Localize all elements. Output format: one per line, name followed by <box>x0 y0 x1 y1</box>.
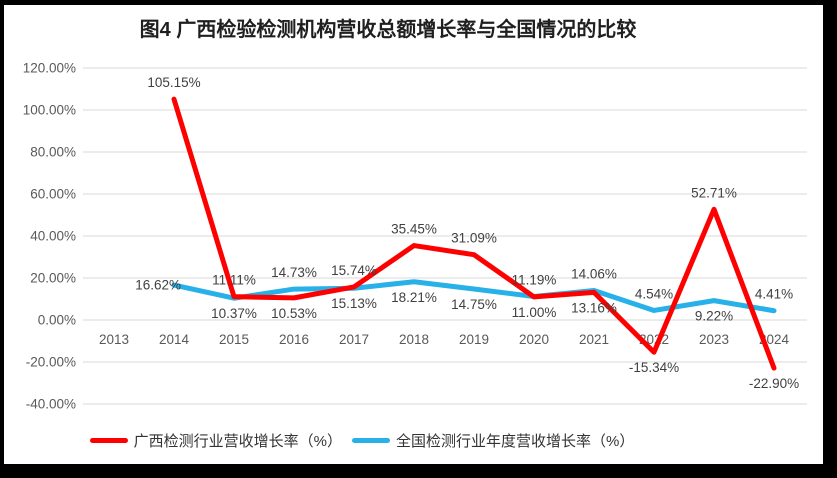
x-axis-tick-label: 2015 <box>219 332 249 347</box>
data-label-national: 4.41% <box>755 287 793 302</box>
data-label-guangxi: 11.11% <box>212 273 256 288</box>
x-axis-tick-label: 2019 <box>459 332 489 347</box>
data-label-national: 11.19% <box>512 273 557 288</box>
legend-item-guangxi: 广西检测行业营收增长率（%） <box>89 430 342 451</box>
chart-title: 图4 广西检验检测机构营收总额增长率与全国情况的比较 <box>139 19 637 41</box>
y-axis-tick-label: -20.00% <box>26 355 76 370</box>
y-axis-tick-label: 40.00% <box>30 229 76 244</box>
y-axis-tick-label: 20.00% <box>30 271 76 286</box>
data-label-guangxi: -15.34% <box>629 360 679 375</box>
chart-legend: 广西检测行业营收增长率（%） 全国检测行业年度营收增长率（%） <box>0 429 724 451</box>
data-label-national: 4.54% <box>635 286 673 301</box>
data-label-guangxi: 15.74% <box>331 263 377 278</box>
legend-swatch-guangxi <box>89 437 128 443</box>
data-label-guangxi: 13.16% <box>571 300 617 315</box>
series-line-guangxi <box>171 96 777 371</box>
x-axis-tick-label: 2017 <box>339 332 369 347</box>
data-label-national: 16.62% <box>135 278 181 293</box>
x-axis-tick-label: 2014 <box>159 332 190 347</box>
data-label-national: 18.21% <box>391 290 437 305</box>
data-label-guangxi: 105.15% <box>147 75 200 90</box>
data-label-national: 14.75% <box>451 297 497 312</box>
data-label-national: 14.06% <box>571 266 617 281</box>
legend-label-guangxi: 广西检测行业营收增长率（%） <box>133 432 342 450</box>
data-label-guangxi: 52.71% <box>691 185 737 200</box>
x-axis-tick-label: 2021 <box>579 332 609 347</box>
x-axis-tick-label: 2020 <box>519 332 549 347</box>
y-axis-tick-label: 80.00% <box>30 145 76 160</box>
data-label-national: 15.13% <box>331 296 377 311</box>
y-axis-tick-label: 60.00% <box>30 187 76 202</box>
data-label-guangxi: 35.45% <box>391 222 437 237</box>
data-label-guangxi: 11.00% <box>512 305 557 320</box>
data-label-national: 10.37% <box>211 306 257 321</box>
x-axis-tick-label: 2013 <box>99 332 129 347</box>
y-axis-tick-label: 120.00% <box>23 61 76 76</box>
legend-item-national: 全国检测行业年度营收增长率（%） <box>352 430 634 451</box>
legend-swatch-national <box>352 437 390 443</box>
data-label-guangxi: 10.53% <box>271 306 317 321</box>
x-axis-tick-label: 2016 <box>279 332 309 347</box>
x-axis-tick-label: 2023 <box>699 332 729 347</box>
x-axis-tick-label: 2018 <box>399 332 429 347</box>
data-label-guangxi: -22.90% <box>749 376 799 391</box>
data-label-national: 14.73% <box>271 265 317 280</box>
y-axis-tick-label: -40.00% <box>26 397 76 412</box>
data-label-national: 9.22% <box>695 309 733 324</box>
data-label-guangxi: 31.09% <box>451 231 497 246</box>
y-axis-tick-label: 100.00% <box>23 103 76 118</box>
y-axis-tick-label: 0.00% <box>38 313 76 328</box>
legend-label-national: 全国检测行业年度营收增长率（%） <box>396 432 635 450</box>
